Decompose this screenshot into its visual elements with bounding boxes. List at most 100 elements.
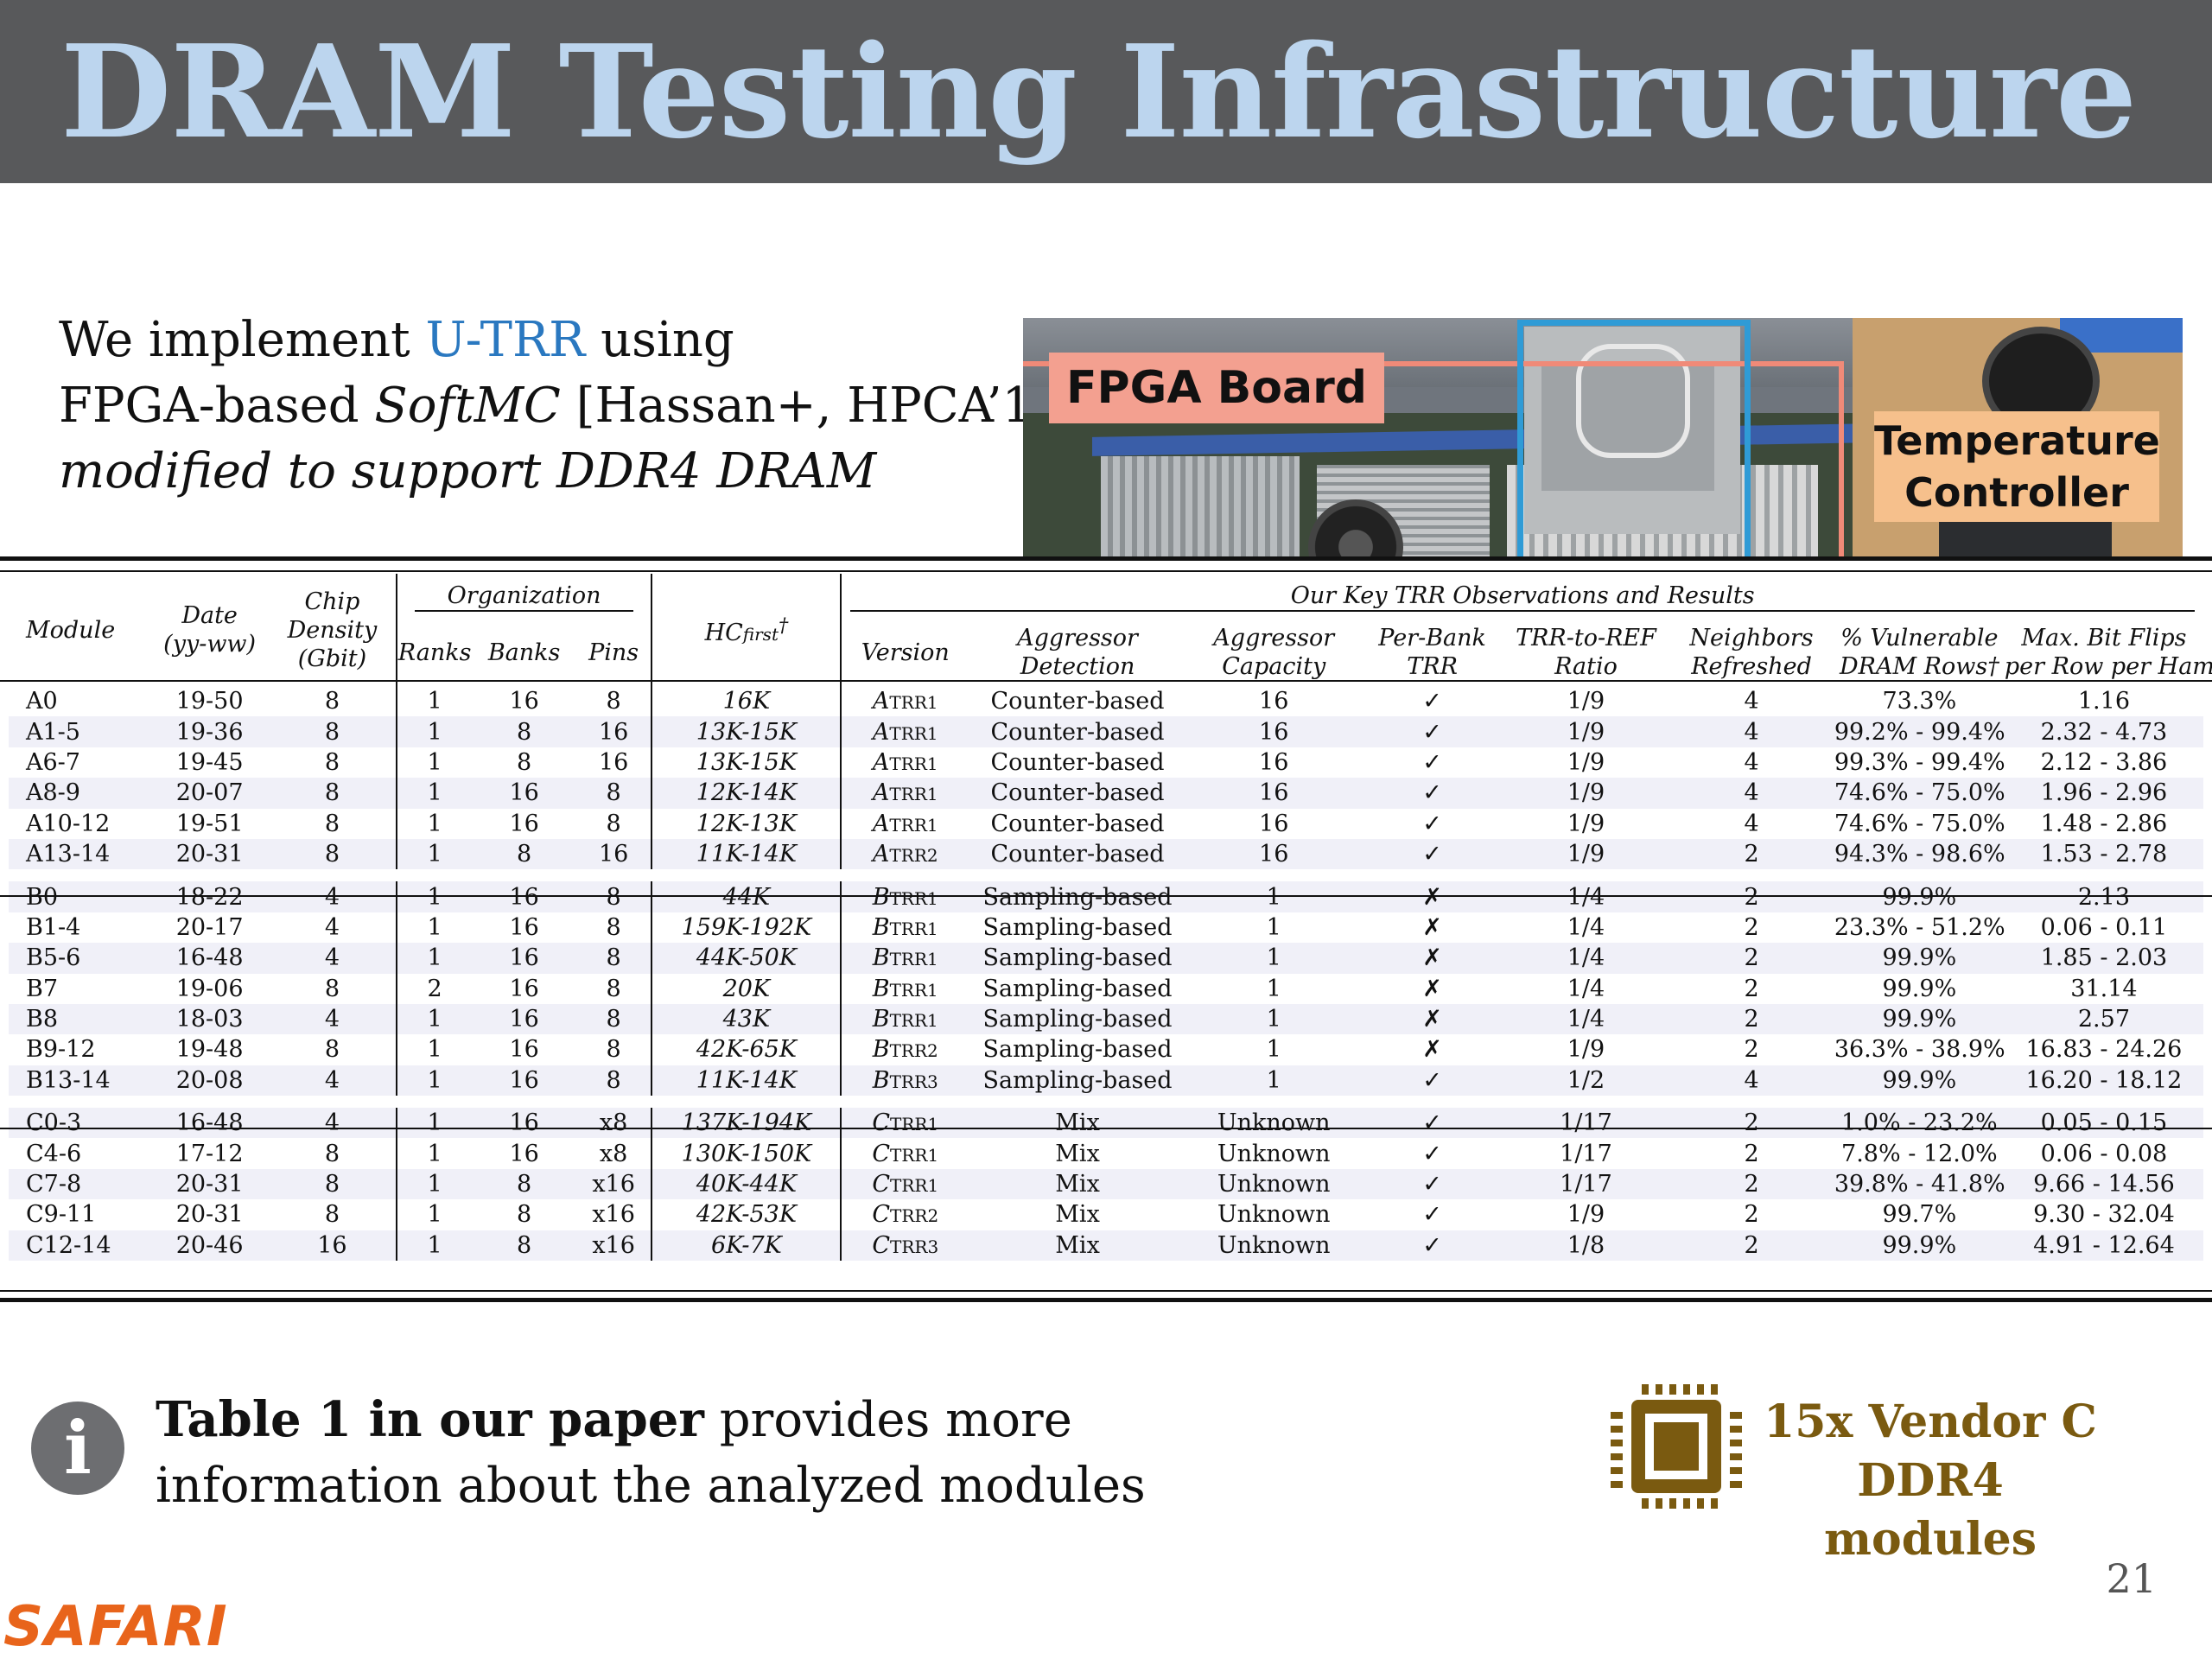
cell-version: ATRR1 [840, 686, 969, 717]
cell-date: 20-31 [150, 838, 270, 870]
cell-banks: 16 [472, 943, 576, 974]
cell-neighbors: 2 [1669, 943, 1834, 974]
cell-version: CTRR2 [840, 1199, 969, 1230]
note-line-2: information about the analyzed modules [156, 1458, 1146, 1514]
cell-density: 4 [269, 1065, 397, 1096]
cell-date: 19-45 [175, 748, 244, 776]
cell-neighbors: 4 [1669, 778, 1834, 809]
cell-detection: Sampling-based [969, 1065, 1186, 1096]
cell-ranks: 1 [395, 1230, 473, 1262]
cell-bitflips: 1.16 [2077, 688, 2130, 715]
vendor-b-rows: B0 18-22 4 1 16 8 44K BTRR1 Sampling-based 1 ✗ 1/4 2… [9, 869, 2203, 1096]
version-letter: B [872, 975, 890, 1002]
header-line: Density [287, 616, 378, 644]
header-line: % Vulnerable [1840, 625, 1999, 652]
cell-hc: 40K-44K [651, 1168, 842, 1200]
cell-density: 4 [269, 1003, 397, 1035]
cell-density: 8 [324, 1036, 340, 1064]
cell-version: ATRR1 [840, 747, 969, 779]
cell-ratio: 1/9 [1567, 810, 1605, 837]
cell-pins: 16 [575, 838, 652, 870]
cell-module: B9-12 [26, 1036, 96, 1064]
cell-neighbors: 4 [1744, 810, 1759, 837]
cell-capacity: 1 [1185, 881, 1362, 912]
col-module: Module [26, 616, 116, 644]
cell-pins: 8 [606, 810, 621, 837]
intro-line-1: We implement U-TRR using [59, 308, 1018, 373]
version-subscript: TRR1 [889, 692, 938, 714]
cell-hc: 42K-53K [651, 1199, 842, 1230]
cell-module: C0-3 [9, 1108, 151, 1139]
version-letter: A [872, 718, 890, 746]
version-letter: B [872, 1036, 890, 1064]
cell-vulnerable: 99.9% [1834, 881, 2005, 912]
cell-detection: Mix [969, 1230, 1186, 1262]
cell-bitflips: 2.57 [2004, 1003, 2203, 1035]
cell-density: 8 [324, 688, 340, 715]
cell-per-bank: ✗ [1422, 975, 1442, 1002]
cell-per-bank: ✗ [1361, 881, 1503, 912]
version-subscript: TRR2 [890, 1205, 939, 1227]
cell-vulnerable: 99.9% [1834, 943, 2005, 974]
cell-banks: 8 [517, 748, 532, 776]
cell-per-bank: ✗ [1422, 1036, 1442, 1064]
cell-module: C9-11 [26, 1201, 97, 1229]
cell-density: 8 [324, 748, 340, 776]
table-row: C4-6 17-12 8 1 16 x8 130K-150K CTRR1 Mix Unknown ✓… [9, 1138, 2203, 1169]
u-trr-highlight: U-TRR [425, 312, 586, 368]
table-row: B5-6 16-48 4 1 16 8 44K-50K BTRR1 Sampling-based… [9, 943, 2203, 974]
col-per-bank-trr: Per-Bank TRR [1361, 619, 1503, 686]
cell-module: B5-6 [9, 943, 151, 974]
cell-detection: Counter-based [969, 838, 1186, 870]
cell-ratio: 1/9 [1503, 716, 1669, 747]
cell-detection: Sampling-based [982, 975, 1173, 1002]
cell-per-bank: ✓ [1361, 716, 1503, 747]
cell-hc: 159K-192K [651, 912, 842, 944]
col-aggressor-detection: Aggressor Detection [969, 619, 1186, 686]
cell-pins: 8 [575, 943, 652, 974]
hc-label: HC [704, 619, 743, 646]
cell-ranks: 1 [395, 747, 473, 779]
cell-per-bank: ✓ [1361, 778, 1503, 809]
header-line: (yy-ww) [163, 631, 257, 658]
modules-table: Module Date (yy-ww) Chip Density (Gbit) Org… [0, 556, 2212, 1308]
header-line: Aggressor [1017, 625, 1138, 652]
cell-version: BTRR1 [840, 881, 969, 912]
safari-logo: SAFARI [3, 1595, 228, 1659]
vendor-c-rows: C0-3 16-48 4 1 16 x8 137K-194K CTRR1 Mix Unknown ✓… [9, 1096, 2203, 1262]
version-subscript: TRR3 [890, 1236, 939, 1257]
cell-vulnerable: 99.9% [1834, 1065, 2005, 1096]
cell-pins: 16 [598, 748, 629, 776]
cell-ranks: 1 [395, 1034, 473, 1065]
version-subscript: TRR1 [890, 1114, 939, 1135]
cell-ratio: 1/17 [1560, 1140, 1612, 1167]
modules-data-table: Module Date (yy-ww) Chip Density (Gbit) Org… [9, 574, 2212, 1262]
cell-banks: 16 [472, 1108, 576, 1139]
hc-subscript: first [742, 623, 779, 645]
header-line: DRAM Rows† [1839, 653, 1999, 680]
table-row: B13-14 20-08 4 1 16 8 11K-14K BTRR3 Sampling-bas… [9, 1065, 2203, 1096]
cell-hc: 13K-15K [651, 747, 842, 779]
cell-detection: Counter-based [990, 810, 1165, 837]
cell-per-bank: ✓ [1422, 1201, 1442, 1229]
cell-bitflips: 1.85 - 2.03 [2004, 943, 2203, 974]
intro-text-span: using [585, 312, 734, 368]
col-group-observations: Our Key TRR Observations and Results [840, 574, 2203, 619]
cell-date: 20-17 [175, 913, 244, 941]
slide-title: DRAM Testing Infrastructure [60, 16, 2137, 167]
note-bold: Table 1 in our paper [156, 1391, 704, 1448]
cell-module: A10-12 [26, 810, 111, 837]
vendor-line-2: DDR4 modules [1824, 1454, 2037, 1566]
dagger: † [778, 613, 789, 637]
organization-group-label: Organization [414, 582, 634, 612]
cell-per-bank: ✓ [1361, 1108, 1503, 1139]
header-line: Detection [1020, 653, 1135, 680]
cell-version: BTRR1 [840, 943, 969, 974]
temperature-label-line: Temperature [1874, 417, 2160, 464]
cell-pins: x16 [575, 1168, 652, 1200]
version-letter: B [872, 944, 890, 972]
cell-neighbors: 2 [1744, 975, 1759, 1002]
cell-vulnerable: 74.6% - 75.0% [1834, 810, 2005, 837]
cell-capacity: Unknown [1185, 1108, 1362, 1139]
cell-pins: x8 [599, 1140, 628, 1167]
